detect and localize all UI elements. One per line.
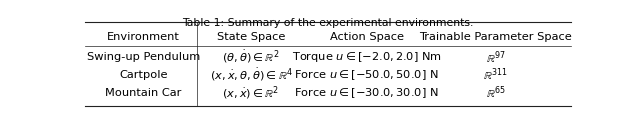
Text: $\mathbb{R}^{65}$: $\mathbb{R}^{65}$ xyxy=(486,84,506,101)
Text: Action Space: Action Space xyxy=(330,32,404,42)
Text: Environment: Environment xyxy=(107,32,180,42)
Text: Swing-up Pendulum: Swing-up Pendulum xyxy=(87,52,200,62)
Text: $(x, \dot{x}) \in \mathbb{R}^2$: $(x, \dot{x}) \in \mathbb{R}^2$ xyxy=(223,84,280,102)
Text: Cartpole: Cartpole xyxy=(119,70,168,80)
Text: Torque $u \in [-2.0, 2.0]$ Nm: Torque $u \in [-2.0, 2.0]$ Nm xyxy=(292,50,442,64)
Text: State Space: State Space xyxy=(217,32,285,42)
Text: $\mathbb{R}^{311}$: $\mathbb{R}^{311}$ xyxy=(483,67,508,83)
Text: $\mathbb{R}^{97}$: $\mathbb{R}^{97}$ xyxy=(486,49,506,66)
Text: Table 1: Summary of the experimental environments.: Table 1: Summary of the experimental env… xyxy=(182,18,474,28)
Text: Mountain Car: Mountain Car xyxy=(106,88,182,98)
Text: $({\theta}, \dot{\theta}) \in \mathbb{R}^2$: $({\theta}, \dot{\theta}) \in \mathbb{R}… xyxy=(222,49,280,66)
Text: Force $u \in [-50.0, 50.0]$ N: Force $u \in [-50.0, 50.0]$ N xyxy=(294,68,439,82)
Text: Force $u \in [-30.0, 30.0]$ N: Force $u \in [-30.0, 30.0]$ N xyxy=(294,86,439,100)
Text: $(x, \dot{x}, \theta, \dot{\theta}) \in \mathbb{R}^4$: $(x, \dot{x}, \theta, \dot{\theta}) \in … xyxy=(209,67,292,83)
Text: Trainable Parameter Space: Trainable Parameter Space xyxy=(419,32,572,42)
